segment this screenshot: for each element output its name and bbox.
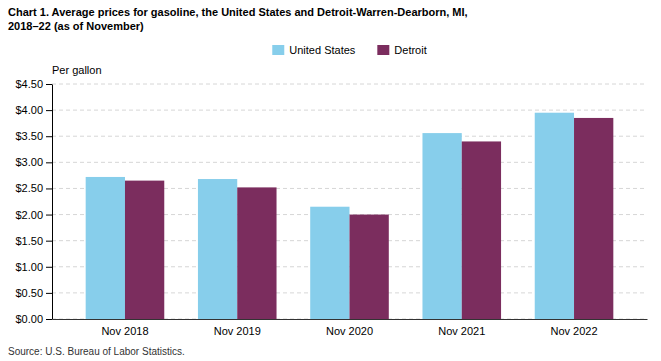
x-tick: Nov 2020 [326,319,373,337]
title: Chart 1. Average prices for gasoline, th… [8,6,468,18]
bar [574,118,613,319]
legend-item: Detroit [377,44,426,56]
y-tick-label: $0.50 [15,287,43,299]
y-tick: $3.50 [15,130,52,142]
y-tick-label: $0.00 [15,313,43,325]
y-tick-mark [46,241,52,242]
y-axis: $0.00 $0.50 $1.00 $1.50 $2.00 $2.50 $3.00 $3.50… [15,78,52,325]
bar [198,179,237,319]
y-tick: $3.00 [15,156,52,168]
y-tick-label: $3.00 [15,156,43,168]
y-tick: $2.00 [15,209,52,221]
x-tick-label: Nov 2020 [326,325,373,337]
x-tick-label: Nov 2019 [214,325,261,337]
y-tick: $0.00 [15,313,52,325]
y-tick-mark [46,110,52,111]
y-tick-mark [46,162,52,163]
bar [535,113,574,319]
bar [125,181,164,319]
y-tick-label: $4.00 [15,104,43,116]
legend-swatch [377,45,389,55]
bar [310,207,349,319]
legend-swatch [272,45,284,55]
grid-line [52,110,647,111]
grid-line [52,84,647,85]
y-tick-label: $3.50 [15,130,43,142]
y-tick-label: $2.00 [15,209,43,221]
bars [86,113,614,319]
plot: $0.00 $0.50 $1.00 $1.50 $2.00 $2.50 $3.00 $3.50… [15,78,647,337]
bar [422,133,461,319]
bar [237,187,276,319]
y-tick: $4.00 [15,104,52,116]
y-tick-mark [46,136,52,137]
x-tick: Nov 2022 [550,319,597,337]
grid [52,84,647,319]
y-tick-label: $4.50 [15,78,43,90]
y-tick-mark [46,215,52,216]
x-axis: Nov 2018 Nov 2019 Nov 2020 Nov 2021 Nov 2022 [53,319,648,337]
y-axis-line [52,85,53,320]
x-tick: Nov 2019 [214,319,261,337]
y-tick-mark [46,319,52,320]
y-tick: $0.50 [15,287,52,299]
y-tick: $4.50 [15,78,52,90]
y-tick: $1.00 [15,261,52,273]
y-tick: $2.50 [15,182,52,194]
y-tick-mark [46,267,52,268]
subtitle: 2018–22 (as of November) [8,20,144,32]
x-tick-label: Nov 2018 [101,325,148,337]
bar-series [125,118,613,319]
legend-label: United States [289,44,356,56]
bar [86,177,125,319]
legend: United States Detroit [272,44,426,56]
y-tick-label: $1.50 [15,235,43,247]
x-tick-label: Nov 2021 [438,325,485,337]
y-tick-label: $2.50 [15,182,43,194]
y-tick-mark [46,84,52,85]
chart: Chart 1. Average prices for gasoline, th… [0,0,661,361]
x-tick: Nov 2021 [438,319,485,337]
x-axis-line [53,319,648,320]
bar-series [86,113,574,319]
x-tick-label: Nov 2022 [550,325,597,337]
y-axis-title: Per gallon [52,64,102,76]
legend-item: United States [272,44,356,56]
y-tick-mark [46,293,52,294]
y-tick: $1.50 [15,235,52,247]
x-tick: Nov 2018 [101,319,148,337]
legend-label: Detroit [394,44,426,56]
bar [462,141,501,319]
y-tick-label: $1.00 [15,261,43,273]
bar [350,215,389,319]
y-tick-mark [46,188,52,189]
annotation: Source: U.S. Bureau of Labor Statistics. [8,346,185,357]
